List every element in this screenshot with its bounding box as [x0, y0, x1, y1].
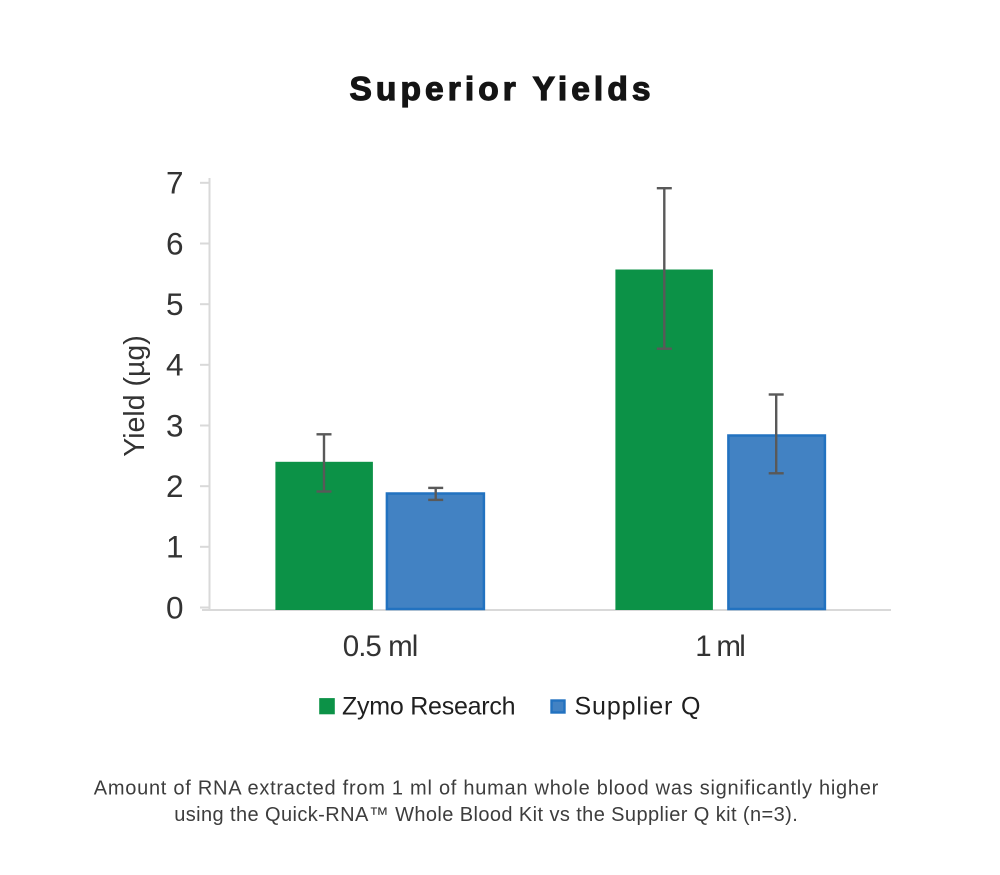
svg-text:using the Quick-RNA™ Whole Blo: using the Quick-RNA™ Whole Blood Kit vs … [174, 804, 798, 826]
svg-text:Amount of RNA extracted from 1: Amount of RNA extracted from 1 ml of hum… [94, 777, 879, 799]
svg-text:1: 1 [166, 529, 184, 565]
svg-text:Superior Yields: Superior Yields [350, 71, 651, 108]
svg-text:7: 7 [166, 165, 184, 201]
svg-text:2: 2 [166, 468, 184, 504]
svg-text:0.5 ml: 0.5 ml [343, 630, 419, 663]
svg-text:4: 4 [166, 347, 184, 383]
svg-text:6: 6 [166, 225, 184, 261]
svg-text:3: 3 [166, 407, 184, 443]
svg-text:Zymo Research: Zymo Research [342, 693, 516, 721]
svg-text:0: 0 [166, 589, 184, 625]
svg-text:Yield (µg): Yield (µg) [119, 335, 151, 457]
svg-text:1 ml: 1 ml [695, 630, 746, 663]
svg-text:5: 5 [166, 286, 184, 322]
svg-text:Supplier Q: Supplier Q [575, 693, 701, 721]
